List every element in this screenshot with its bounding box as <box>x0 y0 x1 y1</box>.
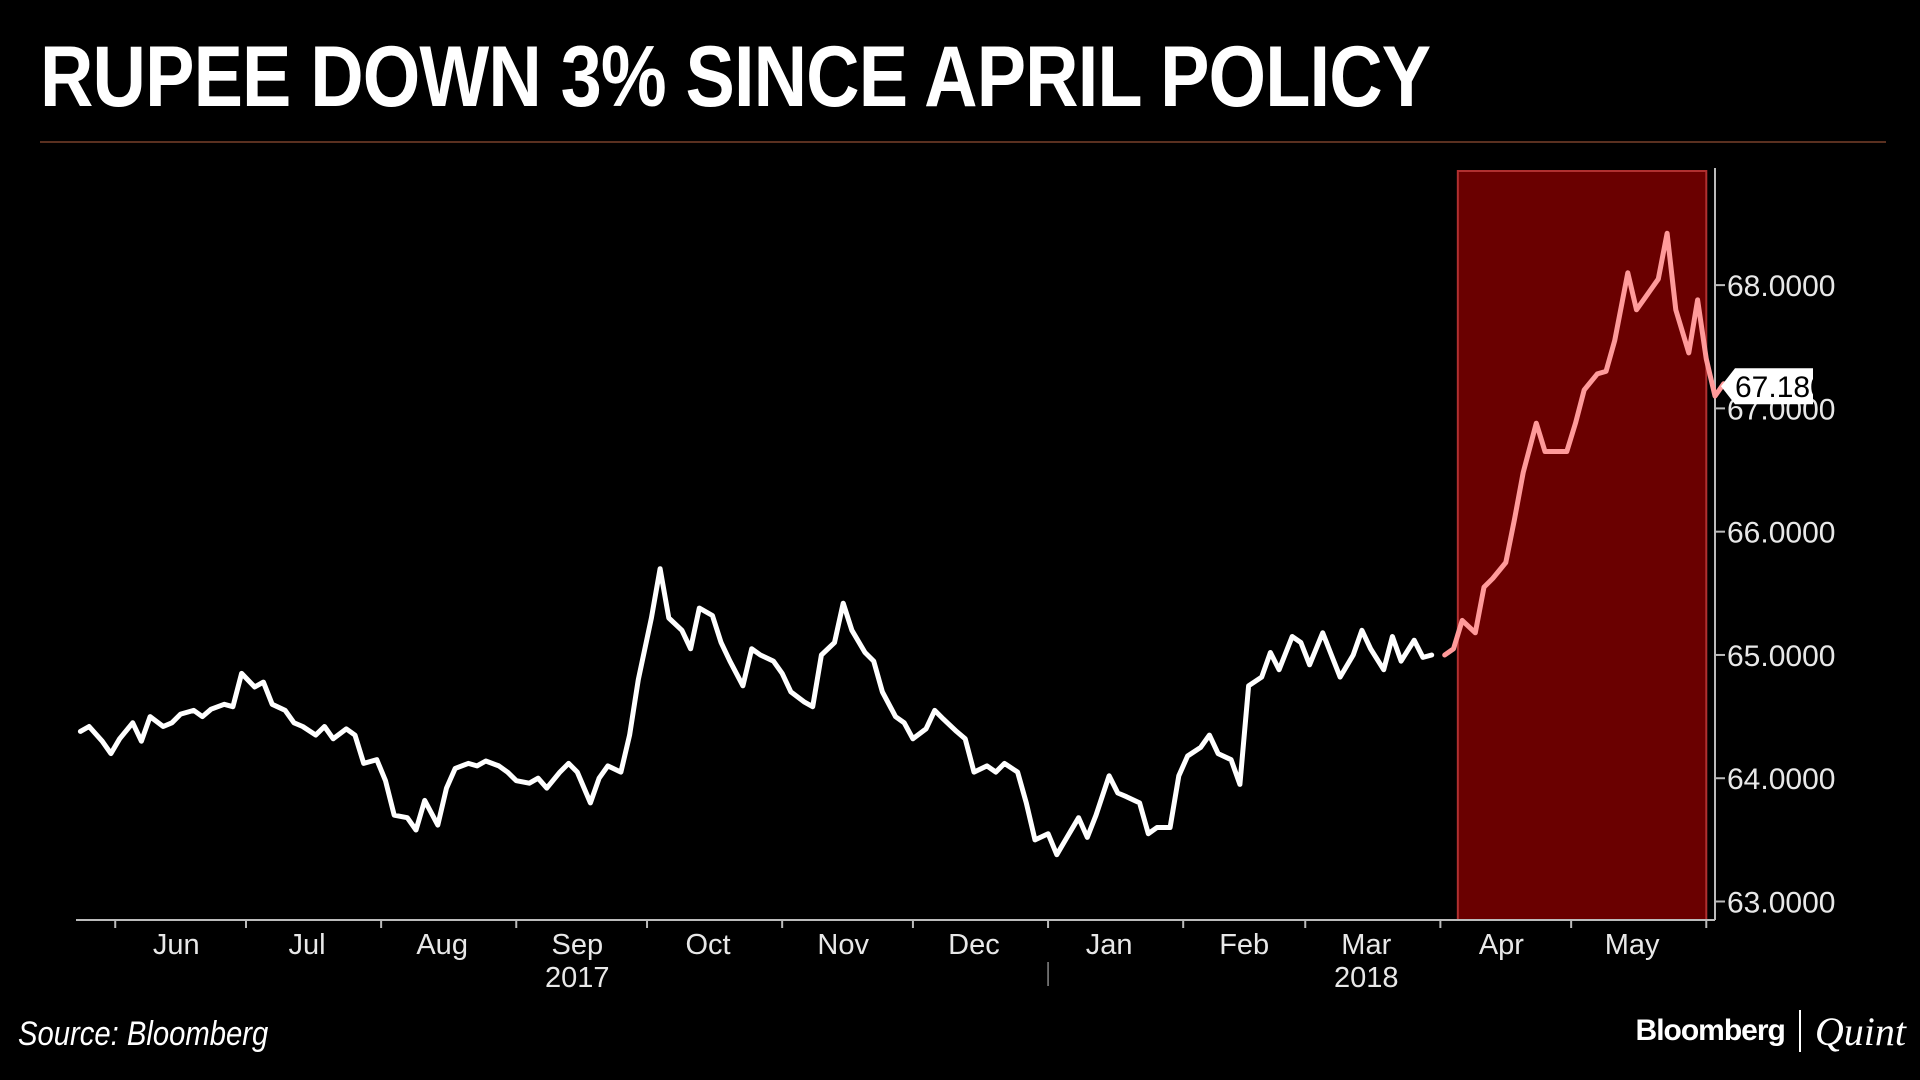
brand-main-text: Bloomberg <box>1635 1014 1786 1047</box>
series-line <box>1442 230 1727 658</box>
x-tick-label: May <box>1605 929 1660 961</box>
x-tick-label: Feb <box>1219 929 1269 961</box>
april-policy-highlight <box>1456 170 1708 921</box>
x-tick-label: Mar <box>1341 929 1391 961</box>
x-tick-label: Jun <box>153 929 200 961</box>
series-line <box>77 566 1435 858</box>
chart-axes <box>76 168 1716 921</box>
x-tick-label: Jul <box>288 929 325 961</box>
last-value-flag <box>1721 368 1813 405</box>
last-value-text: 67.1800 <box>1735 371 1843 404</box>
y-tick-label: 68.0000 <box>1727 270 1835 303</box>
brand-sub-text: Quint <box>1814 1008 1906 1054</box>
x-year-label: 2017 <box>545 962 610 994</box>
x-tick-label: Apr <box>1479 929 1524 961</box>
y-axis-ticks: 63.000064.000065.000066.000067.000068.00… <box>1715 270 1835 920</box>
title-divider <box>40 141 1886 143</box>
source-note: Source: Bloomberg <box>18 1015 269 1053</box>
last-value-label: 67.1800 <box>1721 368 1843 405</box>
x-tick-label: Jan <box>1086 929 1133 961</box>
y-tick-label: 63.0000 <box>1727 887 1835 920</box>
x-tick-label: Sep <box>551 929 603 961</box>
x-year-label: 2018 <box>1334 962 1399 994</box>
brand-logo: Bloomberg Quint <box>1636 1006 1906 1056</box>
chart-title: RUPEE DOWN 3% SINCE APRIL POLICY <box>40 29 1431 125</box>
x-axis-ticks: Jun Jul Aug Sep Oct Nov Dec Jan Feb Mar Apr May 2017… <box>114 920 1708 994</box>
x-tick-label: Oct <box>685 929 730 961</box>
x-tick-label: Aug <box>416 929 468 961</box>
brand-divider <box>1798 1010 1801 1052</box>
series-lines <box>77 230 1727 858</box>
y-tick-label: 64.0000 <box>1727 763 1835 796</box>
x-tick-label: Dec <box>948 929 1000 961</box>
y-tick-label: 65.0000 <box>1727 640 1835 673</box>
y-tick-label: 66.0000 <box>1727 517 1835 550</box>
x-tick-label: Nov <box>817 929 869 961</box>
